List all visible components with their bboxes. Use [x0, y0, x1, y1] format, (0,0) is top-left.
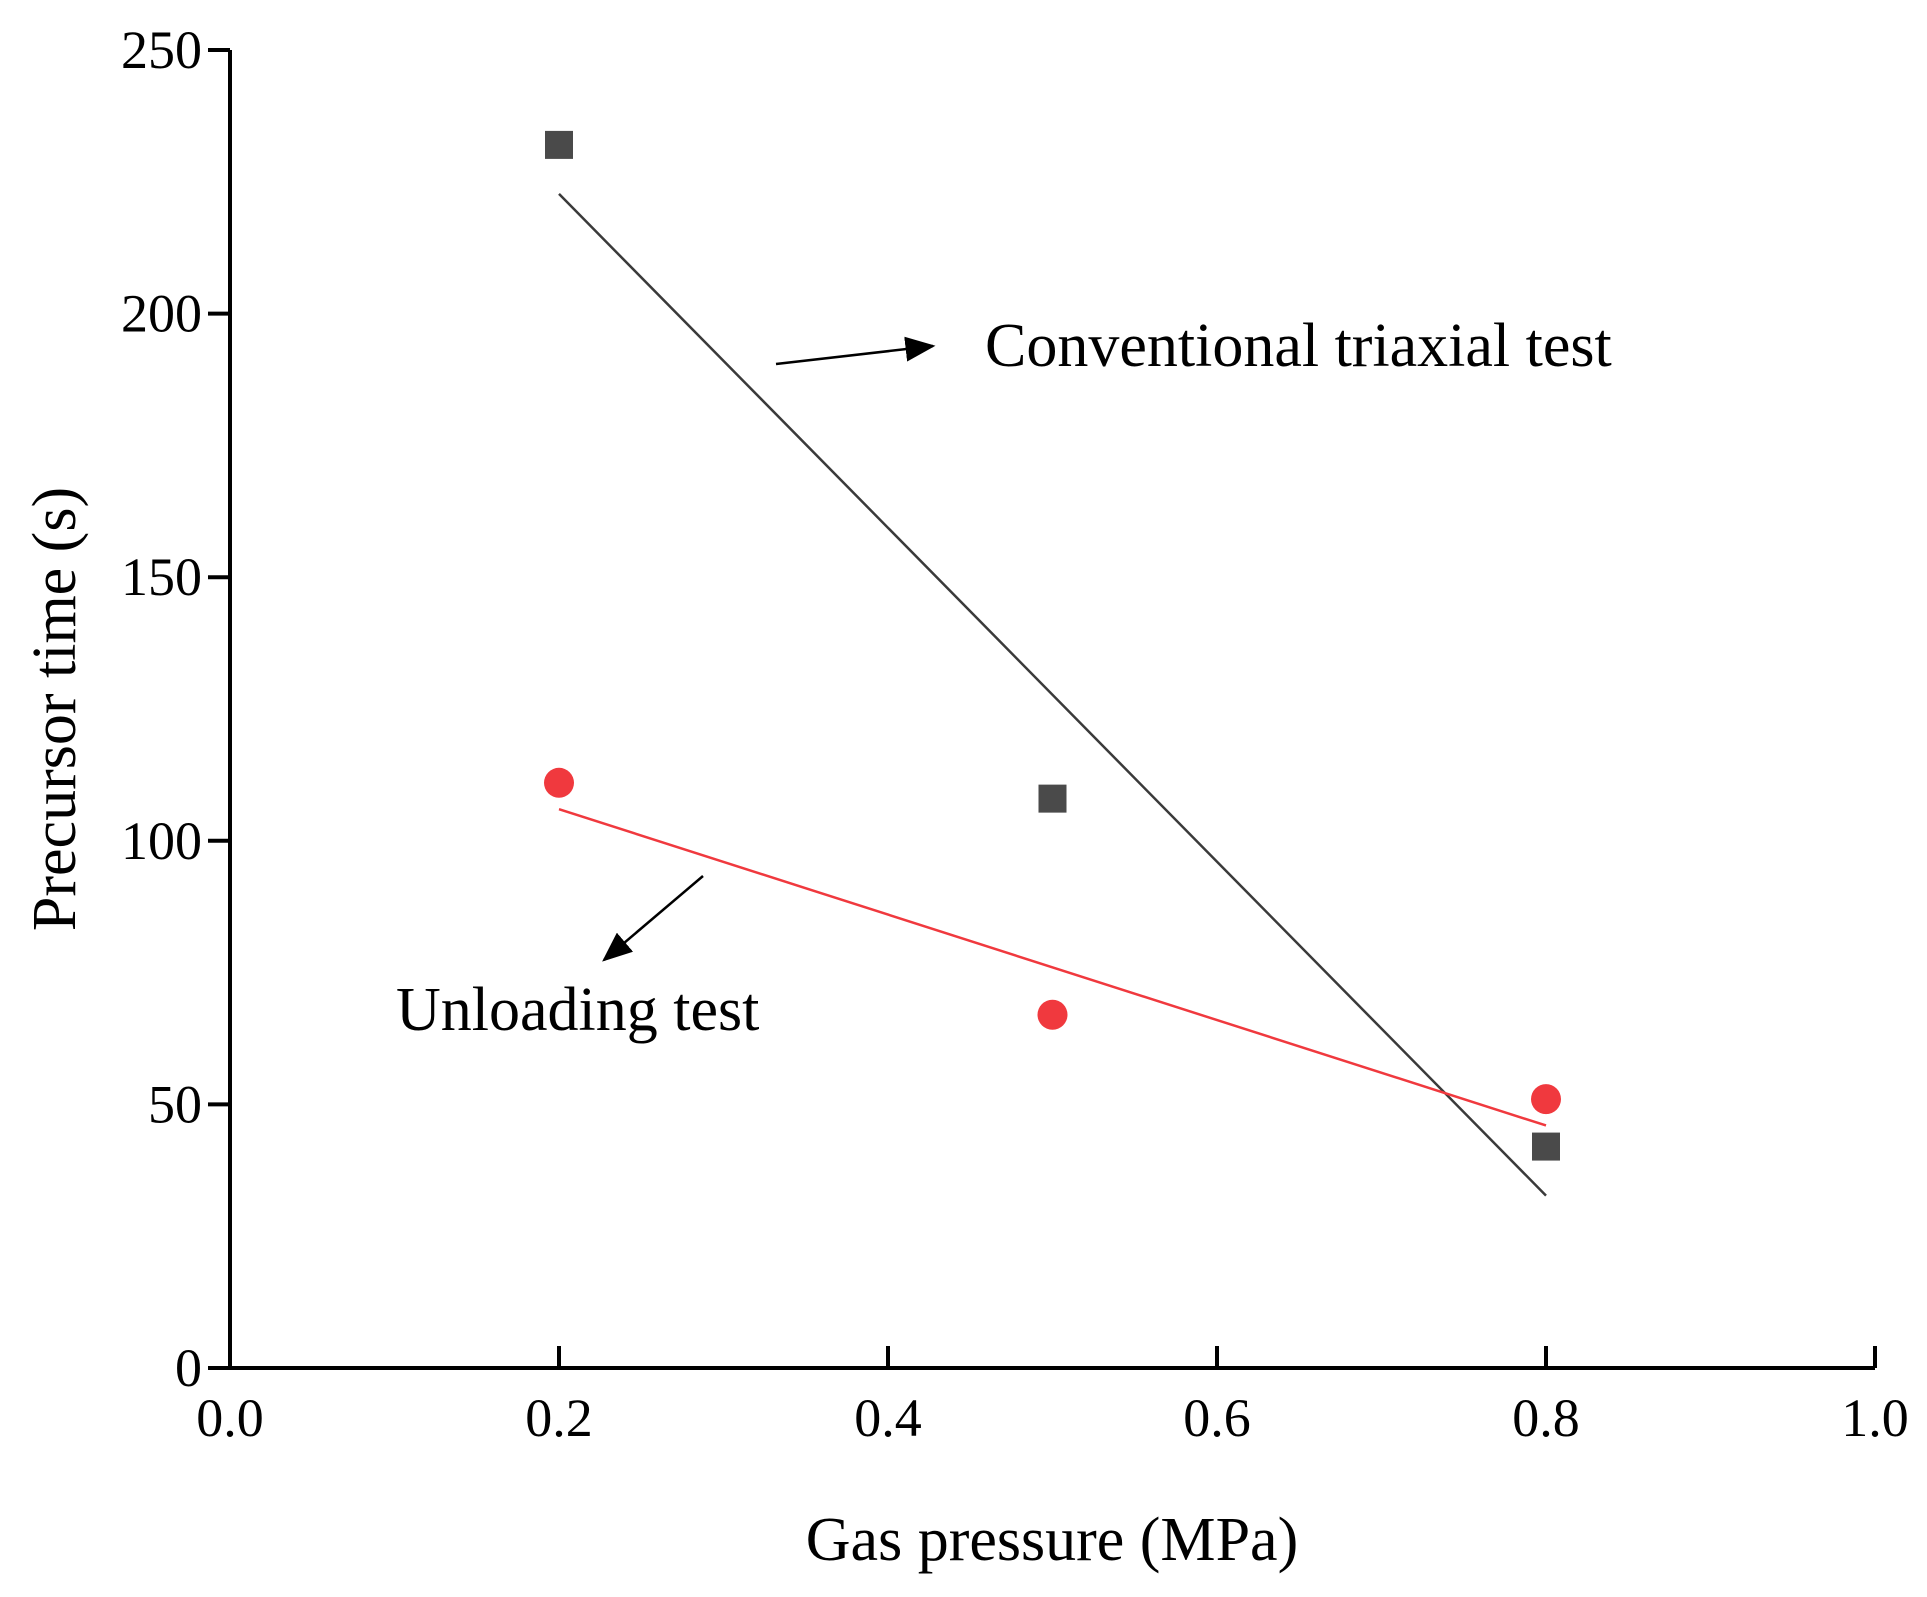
- data-point-square: [545, 130, 573, 159]
- x-tick-label: 0.8: [1512, 1388, 1580, 1448]
- annotation-conventional: Conventional triaxial test: [775, 312, 1612, 380]
- y-tick-label: 100: [121, 811, 202, 871]
- data-point-circle: [1037, 999, 1068, 1030]
- data-point-circle: [1531, 1084, 1561, 1115]
- x-tick-label: 0.4: [854, 1388, 922, 1448]
- data-markers: [544, 130, 1561, 1161]
- x-ticks: 0.0 0.2 0.4 0.6 0.8 1.0: [196, 1346, 1909, 1448]
- data-point-circle: [544, 767, 574, 798]
- axes: [228, 50, 1875, 1370]
- data-point-square: [1038, 784, 1067, 813]
- y-tick-label: 0: [175, 1338, 202, 1398]
- x-tick-label: 1.0: [1841, 1388, 1909, 1448]
- y-tick-label: 150: [121, 547, 202, 607]
- annotation-label-unloading: Unloading test: [396, 976, 759, 1044]
- annotation-arrow-conventional: [775, 336, 936, 366]
- y-tick-label: 250: [121, 20, 202, 80]
- annotation-unloading: Unloading test: [396, 875, 759, 1044]
- fit-line-series-0: [558, 193, 1547, 1197]
- y-tick-label: 200: [121, 284, 202, 344]
- x-tick-label: 0.6: [1183, 1388, 1251, 1448]
- y-tick-label: 50: [148, 1074, 202, 1134]
- fit-line-series-1: [558, 807, 1547, 1127]
- annotation-arrow-unloading: [602, 875, 704, 962]
- data-point-square: [1532, 1132, 1560, 1161]
- fit-lines: [558, 193, 1547, 1197]
- y-ticks: 0 50 100 150 200 250: [121, 20, 230, 1398]
- x-axis-title: Gas pressure (MPa): [806, 1506, 1298, 1574]
- y-axis-title: Precursor time (s): [21, 487, 89, 931]
- x-tick-label: 0.0: [196, 1388, 264, 1448]
- annotation-label-conventional: Conventional triaxial test: [985, 312, 1612, 380]
- x-tick-label: 0.2: [525, 1388, 593, 1448]
